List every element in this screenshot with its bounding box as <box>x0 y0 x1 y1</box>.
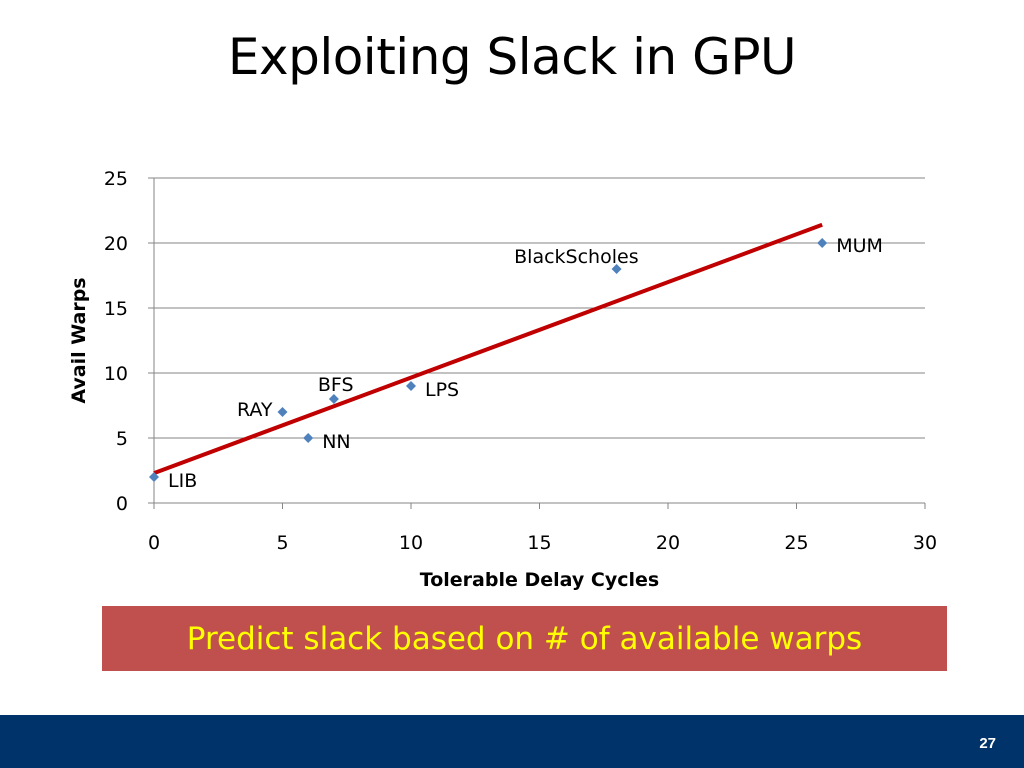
axes <box>148 177 926 509</box>
data-point <box>149 472 159 482</box>
page-number: 27 <box>979 735 996 752</box>
tick-labels: 0 5 10 15 20 25 0 5 10 15 20 25 30 <box>104 168 937 554</box>
y-tick-label: 5 <box>116 428 128 450</box>
x-tick-label: 0 <box>148 532 160 554</box>
slide-title: Exploiting Slack in GPU <box>227 28 797 86</box>
data-point <box>277 407 288 417</box>
trendline <box>153 222 823 475</box>
point-label: RAY <box>237 399 273 421</box>
x-tick-label: 15 <box>527 532 551 554</box>
point-label: NN <box>322 431 350 453</box>
point-labels: LIB RAY NN BFS LPS BlackScholes MUM <box>168 235 883 492</box>
y-tick-label: 10 <box>104 363 128 385</box>
point-label: BFS <box>318 374 354 396</box>
x-tick-label: 20 <box>656 532 680 554</box>
y-tick-label: 0 <box>116 493 128 515</box>
x-tick-label: 25 <box>784 532 808 554</box>
callout-box: Predict slack based on # of available wa… <box>102 606 947 671</box>
y-tick-label: 15 <box>104 298 128 320</box>
point-label: LPS <box>425 379 459 401</box>
callout-text: Predict slack based on # of available wa… <box>186 620 863 657</box>
footer-bar: 27 <box>0 715 1024 768</box>
point-label: MUM <box>836 235 883 257</box>
scatter-chart: 0 5 10 15 20 25 0 5 10 15 20 25 30 LIB RAY NN BFS LPS Bla… <box>68 168 937 591</box>
data-point <box>611 264 622 274</box>
x-axis-title: Tolerable Delay Cycles <box>420 569 659 591</box>
data-point <box>328 394 339 404</box>
y-tick-label: 20 <box>104 233 128 255</box>
gridlines <box>154 177 925 439</box>
point-label: LIB <box>168 470 197 492</box>
x-tick-label: 5 <box>276 532 288 554</box>
y-axis-title: Avail Warps <box>68 277 90 403</box>
x-tick-label: 30 <box>913 532 937 554</box>
data-point <box>303 433 314 443</box>
y-tick-label: 25 <box>104 168 128 190</box>
data-points <box>149 238 828 482</box>
trendline-layer <box>153 222 823 475</box>
data-point <box>817 238 828 248</box>
x-tick-label: 10 <box>399 532 423 554</box>
point-label: BlackScholes <box>514 246 638 268</box>
data-point <box>406 381 416 391</box>
